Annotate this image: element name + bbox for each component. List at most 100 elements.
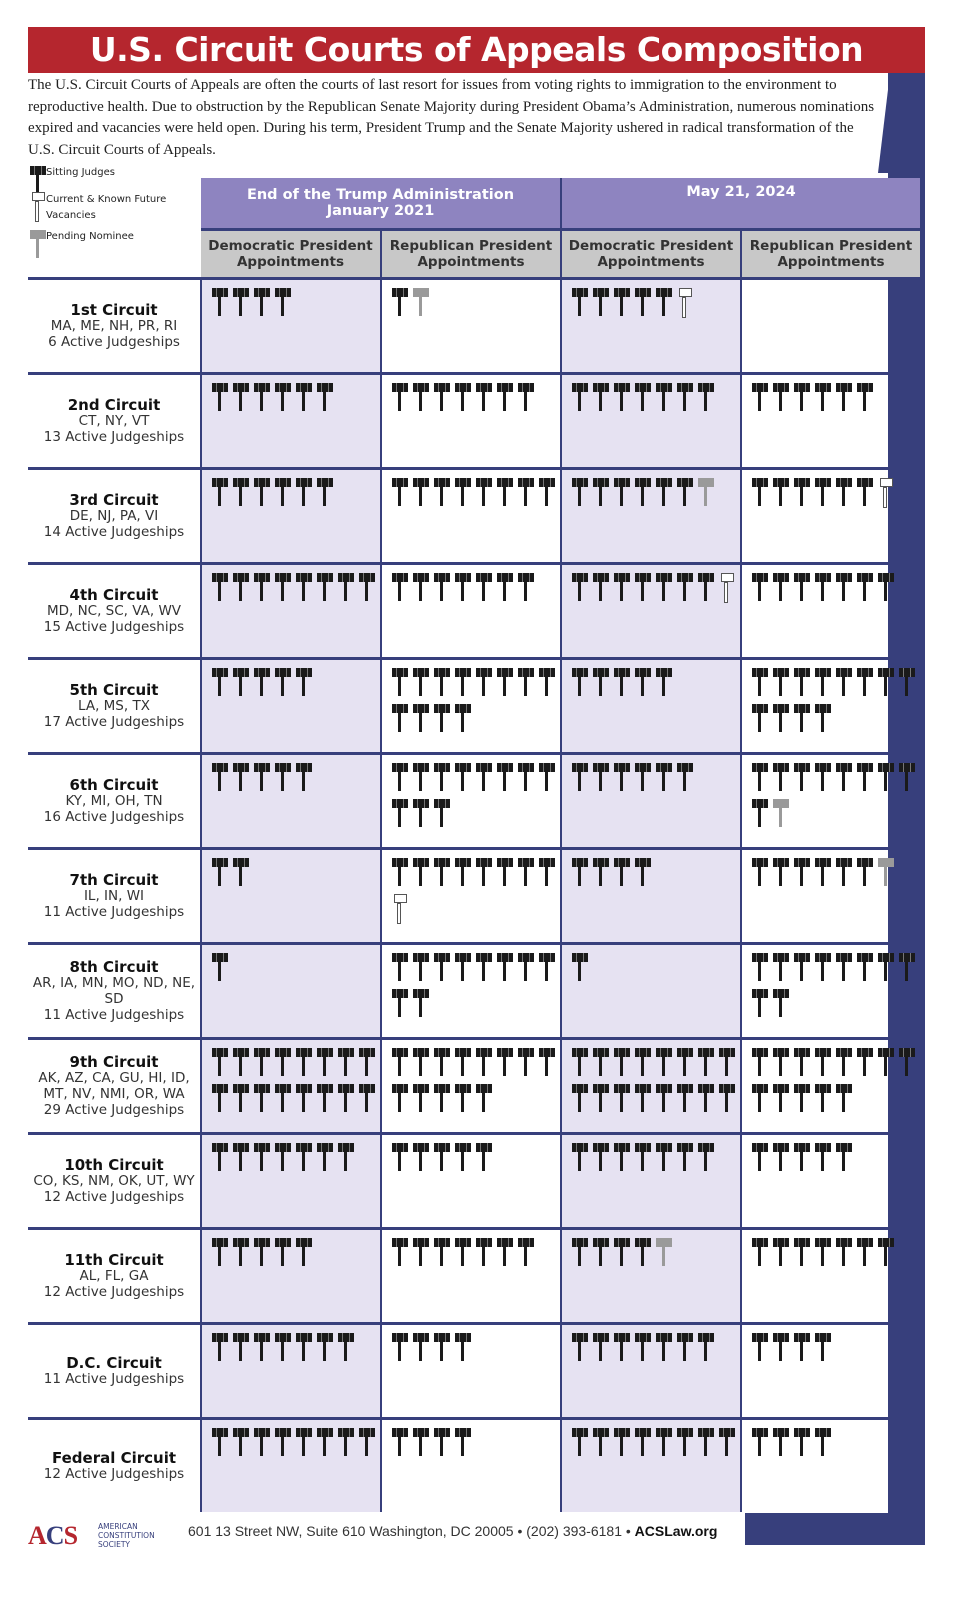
gavel-icon xyxy=(294,1333,315,1363)
gavel-icon xyxy=(516,763,537,793)
gavel-icon xyxy=(654,478,675,508)
circuit-label: Federal Circuit 12 Active Judgeships xyxy=(28,1417,202,1512)
gavel-icon xyxy=(834,1048,855,1078)
gavel-icon xyxy=(537,763,558,793)
gavel-icon xyxy=(210,763,231,793)
circuit-label: 6th Circuit KY, MI, OH, TN 16 Active Judge… xyxy=(28,752,202,849)
gavel-icon xyxy=(654,573,675,603)
judges-cell xyxy=(741,277,922,374)
gavel-icon xyxy=(231,573,252,603)
gavel-icon xyxy=(252,1238,273,1268)
gavel-icon xyxy=(633,573,654,603)
table-row: 2nd Circuit CT, NY, VT 13 Active Judgeship… xyxy=(28,372,922,469)
gavel-icon xyxy=(771,763,792,793)
gavel-icon xyxy=(390,763,411,793)
gavel-icon xyxy=(210,1084,231,1114)
gavel-icon xyxy=(315,1428,336,1458)
gavel-icon xyxy=(570,288,591,318)
website-link[interactable]: ACSLaw.org xyxy=(634,1523,718,1539)
gavel-icon xyxy=(432,1238,453,1268)
gavel-icon xyxy=(591,1143,612,1173)
gavel-icon xyxy=(855,383,876,413)
table-row: 5th Circuit LA, MS, TX 17 Active Judgeship… xyxy=(28,657,922,754)
gavel-icon xyxy=(390,1333,411,1363)
gavel-icon xyxy=(834,763,855,793)
judges-cell xyxy=(381,657,562,754)
gavel-icon xyxy=(834,858,855,888)
gavel-icon xyxy=(570,1048,591,1078)
gavel-icon xyxy=(633,288,654,318)
circuit-judgeships: 15 Active Judgeships xyxy=(43,619,185,635)
gavel-icon xyxy=(834,953,855,983)
gavel-icon xyxy=(750,989,771,1019)
vacant-gavel-icon xyxy=(28,192,49,222)
gavel-icon xyxy=(453,1238,474,1268)
gavel-icon xyxy=(474,953,495,983)
gavel-icon xyxy=(336,573,357,603)
gavel-icon xyxy=(792,1238,813,1268)
gavel-icon xyxy=(675,573,696,603)
gavel-icon xyxy=(231,383,252,413)
gavel-icon xyxy=(876,1238,897,1268)
judges-cell xyxy=(381,847,562,944)
gavel-icon xyxy=(612,1048,633,1078)
legend-pending: Pending Nominee xyxy=(26,230,194,258)
gavel-icon xyxy=(210,1428,231,1458)
gavel-icon xyxy=(771,953,792,983)
judges-cell xyxy=(201,1037,382,1134)
gavel-icon xyxy=(675,478,696,508)
gavel-icon xyxy=(453,953,474,983)
gavel-icon xyxy=(432,1333,453,1363)
gavel-icon xyxy=(495,763,516,793)
gavel-icon xyxy=(813,478,834,508)
gavel-icon xyxy=(750,478,771,508)
gavel-icon xyxy=(294,1084,315,1114)
gavel-icon xyxy=(432,1048,453,1078)
gavel-icon xyxy=(411,1084,432,1114)
pending-gavel-icon xyxy=(696,478,717,508)
gavel-icon xyxy=(750,573,771,603)
judges-cell xyxy=(381,1227,562,1324)
gavel-icon xyxy=(273,763,294,793)
gavel-icon xyxy=(834,573,855,603)
circuit-states: AR, IA, MN, MO, ND, NE, SD xyxy=(32,975,196,1007)
circuit-states: KY, MI, OH, TN xyxy=(65,793,163,809)
gavel-icon xyxy=(855,1048,876,1078)
gavel-icon xyxy=(612,763,633,793)
gavel-icon xyxy=(675,383,696,413)
gavel-icon xyxy=(210,288,231,318)
gavel-icon xyxy=(813,383,834,413)
decorative-bar xyxy=(745,1513,925,1545)
column-header: Republican President Appointments xyxy=(741,228,922,279)
gavel-icon xyxy=(390,288,411,318)
table-row: Federal Circuit 12 Active Judgeships xyxy=(28,1417,922,1512)
gavel-icon xyxy=(474,478,495,508)
gavel-icon xyxy=(432,1143,453,1173)
gavel-icon xyxy=(231,1428,252,1458)
circuit-name: 10th Circuit xyxy=(64,1156,164,1174)
gavel-icon xyxy=(570,383,591,413)
gavel-icon xyxy=(771,1333,792,1363)
footer-contact: 601 13 Street NW, Suite 610 Washington, … xyxy=(188,1523,718,1539)
gavel-icon xyxy=(771,989,792,1019)
gavel-icon xyxy=(876,953,897,983)
gavel-icon xyxy=(294,668,315,698)
gavel-icon xyxy=(612,478,633,508)
gavel-icon xyxy=(612,1084,633,1114)
gavel-icon xyxy=(771,383,792,413)
judges-cell xyxy=(381,1037,562,1134)
gavel-icon xyxy=(390,953,411,983)
judges-cell xyxy=(741,1322,922,1419)
gavel-icon xyxy=(792,1333,813,1363)
gavel-icon xyxy=(252,383,273,413)
gavel-icon xyxy=(210,668,231,698)
column-header: Democratic President Appointments xyxy=(201,228,382,279)
judges-cell xyxy=(201,657,382,754)
legend-label: Current & Known Future Vacancies xyxy=(46,194,167,221)
gavel-icon xyxy=(654,1048,675,1078)
gavel-icon xyxy=(411,668,432,698)
gavel-icon xyxy=(411,383,432,413)
gavel-icon xyxy=(432,668,453,698)
gavel-icon xyxy=(591,1238,612,1268)
